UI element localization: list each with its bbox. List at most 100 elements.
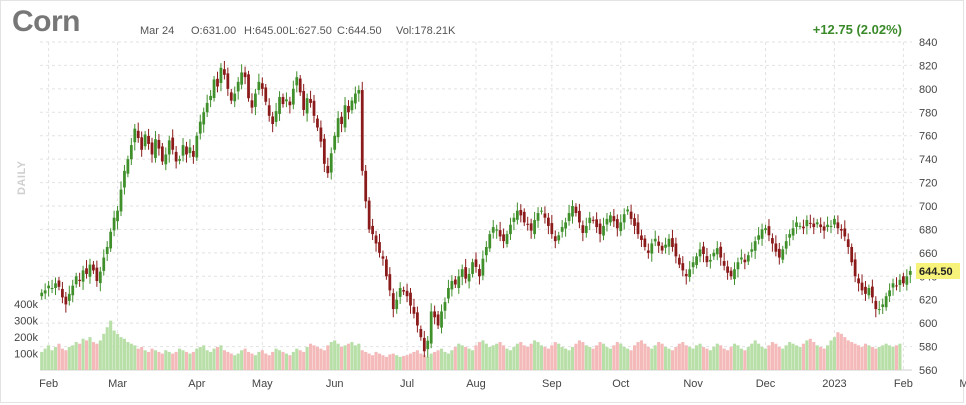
volume-bar [429, 353, 433, 370]
price-tick-label: 600 [919, 318, 937, 330]
volume-bar [557, 343, 561, 370]
volume-bar [660, 343, 664, 370]
candle-body [95, 267, 99, 281]
volume-tick-label: 100k [14, 349, 38, 361]
price-tick-label: 840 [919, 37, 937, 49]
volume-bar [112, 330, 116, 370]
candle-body [319, 127, 323, 142]
volume-bar [767, 345, 771, 370]
candle-body [688, 269, 692, 277]
candle-body [405, 290, 409, 297]
candle-body [653, 238, 657, 242]
candle-body [698, 249, 702, 257]
volume-bar [598, 342, 602, 370]
volume-bar [464, 346, 468, 370]
candle-body [488, 234, 492, 249]
volume-bar [788, 342, 792, 370]
candle-body [391, 293, 395, 310]
volume-bar [222, 350, 226, 370]
volume-bar [677, 343, 681, 370]
volume-bar [867, 345, 871, 370]
volume-bar [271, 351, 275, 370]
candle-body [788, 234, 792, 238]
candles [40, 60, 912, 358]
volume-bar [695, 345, 699, 370]
volume-bar [839, 333, 843, 370]
volume-bar [836, 332, 840, 370]
candle-body [860, 282, 864, 291]
candle-body [85, 268, 88, 274]
candle-body [336, 118, 340, 138]
volume-bar [467, 348, 471, 370]
volume-bar [50, 350, 54, 370]
volume-bar [657, 342, 661, 370]
candle-body [640, 235, 643, 240]
volume-bar [653, 345, 657, 370]
volume-bar [260, 350, 264, 370]
volume-bar [150, 348, 154, 370]
volume-bar [550, 345, 554, 370]
volume-bar [291, 351, 295, 370]
last-price-marker: 644.50 [916, 263, 960, 280]
candle-body [398, 288, 402, 297]
candle-body [512, 217, 516, 222]
volume-bar [74, 342, 78, 370]
candle-body [836, 222, 840, 229]
candle-body [195, 135, 199, 158]
volume-bar [195, 348, 199, 370]
candle-body [105, 247, 109, 255]
candle-body [740, 257, 743, 260]
ohlc-close: C:644.50 [337, 25, 382, 37]
candle-body [664, 244, 667, 248]
volume-bar [167, 351, 171, 370]
volume-bar [364, 351, 368, 370]
volume-bar [143, 350, 147, 370]
candle-body [502, 234, 505, 242]
volume-bar [346, 343, 351, 370]
candle-body [305, 98, 309, 114]
candle-body [643, 238, 647, 247]
candle-body [236, 81, 240, 92]
volume-bar [212, 348, 216, 370]
volume-bar [350, 342, 354, 370]
volume-bar [712, 346, 716, 370]
candle-body [181, 145, 185, 156]
ohlc-high: H:645.00 [244, 25, 289, 37]
volume-bar [843, 337, 847, 370]
candle-body [598, 223, 602, 235]
candle-body [285, 99, 288, 102]
volume-bar [650, 348, 654, 370]
volume-bar [664, 346, 668, 370]
volume-bar [743, 350, 747, 370]
volume-bar [215, 346, 220, 370]
candle-body [322, 138, 326, 164]
volume-tick-label: 300k [14, 316, 38, 328]
volume-bar [605, 346, 609, 370]
volume-bar [512, 346, 516, 370]
volume-bar [419, 353, 423, 370]
volume-bar [102, 333, 106, 370]
volume-bar [408, 353, 413, 370]
candle-body [50, 288, 54, 289]
candle-body [495, 229, 499, 231]
candle-body [553, 236, 557, 242]
candle-body [43, 290, 47, 294]
volume-bar [543, 346, 547, 370]
volume-bar [71, 345, 75, 370]
candle-body [160, 146, 164, 162]
candle-body [174, 151, 178, 162]
candle-body [781, 249, 785, 260]
volume-bar [646, 346, 650, 370]
candle-body [864, 286, 867, 294]
candle-body [726, 266, 729, 273]
candle-body [877, 309, 881, 311]
volume-bar [739, 348, 743, 370]
candle-body [450, 280, 454, 290]
candle-body [353, 93, 357, 104]
volume-bar [681, 342, 685, 370]
volume-bar [391, 353, 395, 370]
candle-body [674, 243, 678, 257]
candle-body [519, 209, 523, 216]
candle-body [550, 223, 554, 235]
